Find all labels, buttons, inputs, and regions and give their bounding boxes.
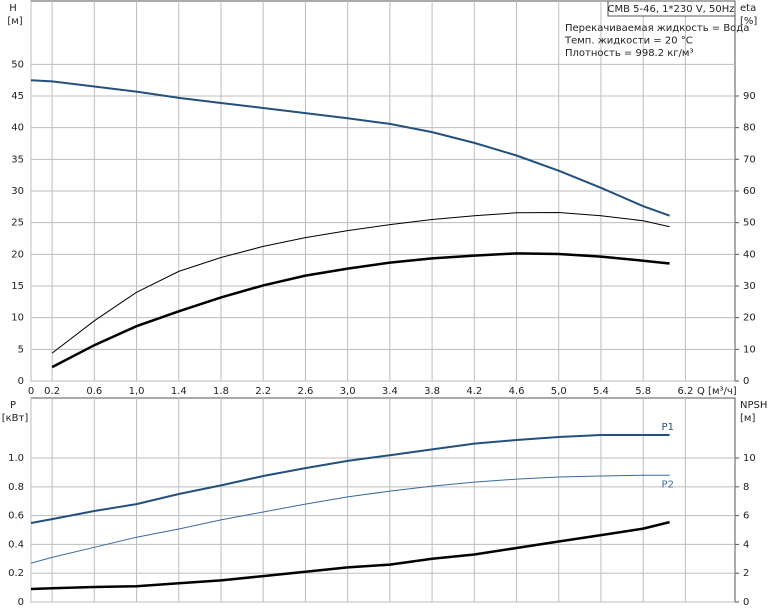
y2-tick-label: 10 [743,344,756,355]
y-tick-label: 0.6 [8,511,24,522]
x-tick-label: 5.4 [593,386,609,397]
curve [30,434,670,524]
y-tick-label: 35 [11,154,24,165]
series-label: P2 [662,479,674,490]
y2-axis-label: eta [740,3,756,14]
x-tick-label: 0.2 [44,386,60,397]
y-tick-label: 1.0 [8,453,24,464]
y-tick-label: 15 [11,281,24,292]
y-tick-label: 5 [18,344,24,355]
x-tick-label: 3.4 [382,386,398,397]
y2-tick-label: 60 [743,186,756,197]
y-tick-label: 20 [11,249,24,260]
y-tick-label: 0.8 [8,482,24,493]
y2-axis-label: NPSH [740,400,767,411]
y-tick-label: 10 [11,313,24,324]
y-tick-label: 0 [18,597,24,608]
y2-tick-label: 10 [743,453,756,464]
curve [51,211,670,354]
x-tick-label: 2.6 [297,386,313,397]
y-tick-label: 0.2 [8,568,24,579]
y2-tick-label: 90 [743,91,756,102]
y-axis-label: P [10,400,16,411]
curve [30,79,670,217]
x-tick-label: 5,0 [551,386,567,397]
y2-tick-label: 80 [743,123,756,134]
annotation: Темп. жидкости = 20 °C [564,36,693,47]
annotation: Плотность = 998.2 кг/м³ [565,48,694,59]
y2-tick-label: 2 [743,568,749,579]
x-tick-label: 6.2 [677,386,693,397]
curve [51,252,670,369]
chart-title: CMB 5-46, 1*230 V, 50Hz [607,4,734,15]
y2-tick-label: 8 [743,482,749,493]
x-tick-label: 4.6 [509,386,525,397]
x-tick-label: 0.6 [86,386,102,397]
y-tick-label: 30 [11,186,24,197]
title-box [607,0,736,17]
y2-tick-label: 0 [743,376,749,387]
x-axis-label: Q [м³/ч] [697,386,737,397]
x-tick-label: 2.2 [255,386,271,397]
x-tick-label: 3.8 [424,386,440,397]
y-tick-label: 45 [11,91,24,102]
x-tick-label: 3,0 [340,386,356,397]
y-tick-label: 0.4 [8,539,24,550]
series-label: P1 [662,422,674,433]
y-axis-unit: [м] [7,16,22,27]
x-tick-label: 1.4 [171,386,187,397]
y-tick-label: 25 [11,218,24,229]
y2-tick-label: 50 [743,218,756,229]
y2-tick-label: 20 [743,313,756,324]
y2-tick-label: 4 [743,539,749,550]
curve [30,520,670,591]
y2-axis-unit: [м] [740,413,755,424]
x-tick-label: 5.8 [635,386,651,397]
y-tick-label: 0 [18,376,24,387]
x-tick-label: 1.8 [213,386,229,397]
y2-tick-label: 0 [743,597,749,608]
y-axis-unit: [кВт] [2,413,29,424]
y2-tick-label: 6 [743,511,749,522]
y2-tick-label: 40 [743,249,756,260]
x-tick-label: 4.2 [466,386,482,397]
y2-tick-label: 70 [743,154,756,165]
curve [30,474,670,564]
y-tick-label: 40 [11,123,24,134]
annotation: Перекачиваемая жидкость = Вода [565,23,749,34]
y2-axis-unit: [%] [740,16,757,27]
x-tick-label: 1,0 [129,386,145,397]
y-axis-label: H [9,3,17,14]
y2-tick-label: 30 [743,281,756,292]
y-tick-label: 50 [11,59,24,70]
x-tick-label: 0 [28,386,34,397]
